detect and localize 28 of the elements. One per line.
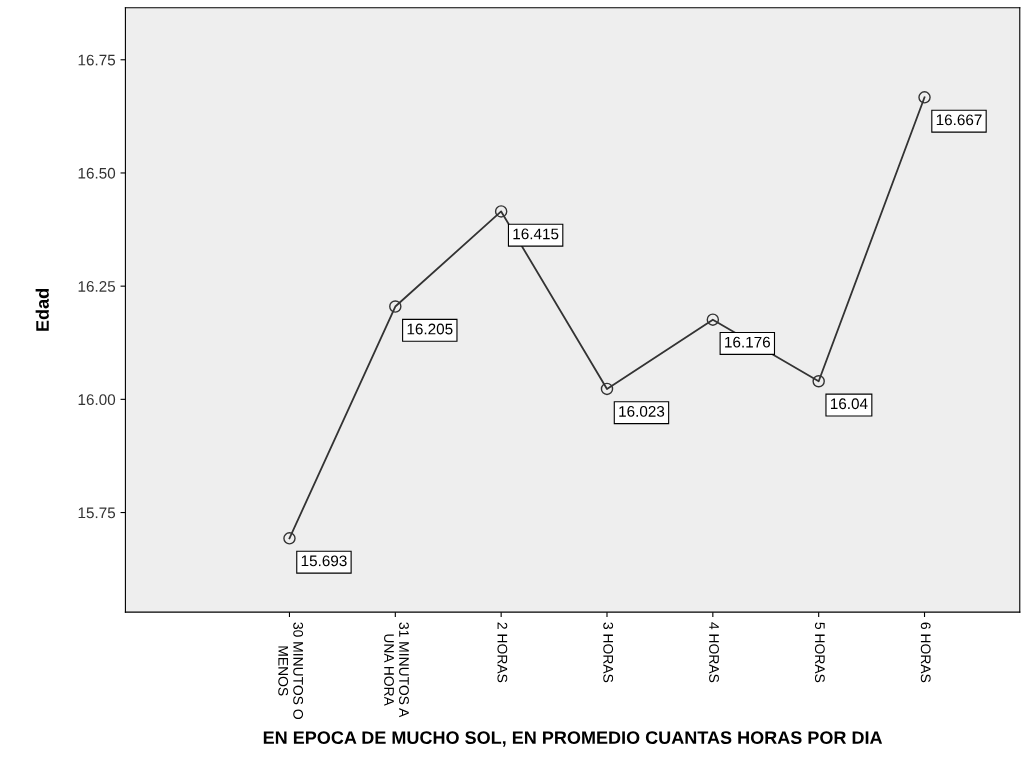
y-tick-label: 16.25 xyxy=(78,281,116,292)
data-label: 16.205 xyxy=(407,323,453,335)
data-label: 15.693 xyxy=(301,555,347,567)
data-label: 16.023 xyxy=(619,406,665,417)
x-tick-label: 30 MINUTOS O MENOS xyxy=(278,622,304,719)
x-tick-label: 4 HORAS xyxy=(709,622,719,683)
point xyxy=(918,91,931,104)
point xyxy=(494,205,508,218)
y-tick-label: 16.00 xyxy=(78,394,116,406)
point xyxy=(283,532,296,545)
point xyxy=(706,313,720,326)
point xyxy=(812,374,825,388)
y-tick-label: 16.50 xyxy=(78,167,116,179)
data-label: 16.415 xyxy=(513,228,559,240)
x-tick-label: 5 HORAS xyxy=(814,622,825,683)
x-tick-label: 2 HORAS xyxy=(497,622,508,683)
point xyxy=(389,300,402,313)
y-tick-label: 15.75 xyxy=(78,507,116,519)
x-tick-label: 3 HORAS xyxy=(603,622,614,683)
y-tick-label: 16.75 xyxy=(78,54,116,66)
y-axis-title: Edad xyxy=(35,289,49,331)
data-label: 16.04 xyxy=(830,398,868,410)
data-label: 16.667 xyxy=(936,114,982,126)
x-tick-label: 6 HORAS xyxy=(920,622,931,683)
data-label: 16.176 xyxy=(725,336,770,348)
x-tick-label: 31 MINUTOS A UNA HORA xyxy=(384,622,409,718)
x-axis-title: EN EPOCA DE MUCHO SOL, EN PROMEDIO CUANTAS HORAS POR DIA xyxy=(263,731,883,747)
point xyxy=(600,382,614,396)
